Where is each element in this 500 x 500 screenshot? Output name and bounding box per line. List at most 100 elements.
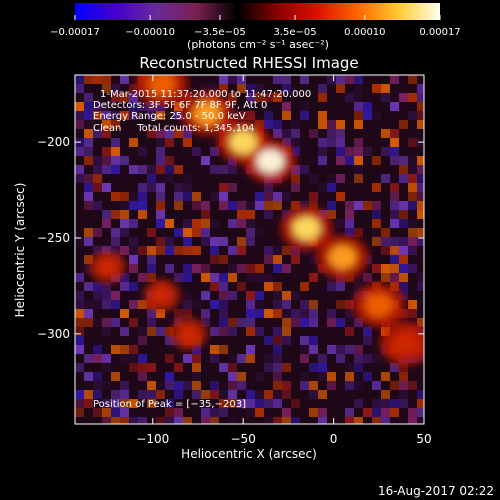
heatmap-pixel xyxy=(129,255,138,264)
heatmap-pixel xyxy=(408,75,417,84)
heatmap-pixel xyxy=(111,156,120,165)
heatmap-pixel xyxy=(318,372,327,381)
heatmap-pixel xyxy=(327,273,336,282)
heatmap-pixel xyxy=(309,336,318,345)
heatmap-pixel xyxy=(345,408,354,417)
heatmap-pixel xyxy=(156,417,165,424)
heatmap-pixel xyxy=(372,111,381,120)
heatmap-pixel xyxy=(354,345,363,354)
heatmap-pixel xyxy=(102,183,111,192)
x-tick-label: 50 xyxy=(416,432,431,446)
heatmap-pixel xyxy=(345,345,354,354)
heatmap-pixel xyxy=(354,84,363,93)
heatmap-pixel xyxy=(165,336,174,345)
heatmap-pixel xyxy=(237,246,246,255)
heatmap-pixel xyxy=(237,111,246,120)
heatmap-pixel xyxy=(120,156,129,165)
heatmap-pixel xyxy=(156,129,165,138)
heatmap-pixel xyxy=(120,345,129,354)
heatmap-pixel xyxy=(345,75,354,84)
heatmap-pixel xyxy=(282,327,291,336)
heatmap-pixel xyxy=(93,174,102,183)
heatmap-pixel xyxy=(84,372,93,381)
heatmap-pixel xyxy=(246,390,255,399)
heatmap-pixel xyxy=(228,93,237,102)
heatmap-pixel xyxy=(174,390,183,399)
heatmap-pixel xyxy=(102,219,111,228)
heatmap-pixel xyxy=(390,282,399,291)
heatmap-pixel xyxy=(174,246,183,255)
heatmap-pixel xyxy=(408,138,417,147)
heatmap-pixel xyxy=(93,354,102,363)
heatmap-pixel xyxy=(363,327,372,336)
heatmap-pixel xyxy=(372,381,381,390)
heatmap-pixel xyxy=(327,318,336,327)
heatmap-pixel xyxy=(309,129,318,138)
heatmap-pixel xyxy=(408,309,417,318)
heatmap-pixel xyxy=(327,210,336,219)
heatmap-pixel xyxy=(165,372,174,381)
heatmap-pixel xyxy=(345,318,354,327)
heatmap-pixel xyxy=(336,147,345,156)
heatmap-pixel xyxy=(282,138,291,147)
heatmap-pixel xyxy=(129,237,138,246)
heatmap-pixel xyxy=(336,354,345,363)
heatmap-pixel xyxy=(246,201,255,210)
heatmap-pixel xyxy=(192,390,201,399)
heatmap-pixel xyxy=(75,390,84,399)
heatmap-pixel xyxy=(255,408,264,417)
heatmap-pixel xyxy=(201,264,210,273)
heatmap-pixel xyxy=(273,201,282,210)
heatmap-pixel xyxy=(390,102,399,111)
heatmap-pixel xyxy=(129,300,138,309)
heatmap-pixel xyxy=(84,201,93,210)
heatmap-pixel xyxy=(120,228,129,237)
heatmap-pixel xyxy=(327,120,336,129)
heatmap-pixel xyxy=(237,237,246,246)
heatmap-pixel xyxy=(129,318,138,327)
annotation-total-counts: Clean Total counts: 1,345,104 xyxy=(93,123,255,134)
heatmap-pixel xyxy=(264,336,273,345)
heatmap-pixel xyxy=(408,417,417,424)
heatmap-pixel xyxy=(318,120,327,129)
heatmap-pixel xyxy=(102,417,111,424)
heatmap-pixel xyxy=(210,165,219,174)
heatmap-pixel xyxy=(282,246,291,255)
heatmap-pixel xyxy=(372,156,381,165)
heatmap-pixel xyxy=(237,381,246,390)
heatmap-pixel xyxy=(399,390,408,399)
heatmap-pixel xyxy=(291,129,300,138)
heatmap-pixel xyxy=(417,120,424,129)
heatmap-pixel xyxy=(102,210,111,219)
heatmap-pixel xyxy=(390,237,399,246)
heatmap-pixel xyxy=(354,228,363,237)
heatmap-pixel xyxy=(165,246,174,255)
heatmap-pixel xyxy=(138,354,147,363)
heatmap-pixel xyxy=(399,372,408,381)
heatmap-pixel xyxy=(129,363,138,372)
heatmap-pixel xyxy=(309,300,318,309)
heatmap-pixel xyxy=(309,309,318,318)
heatmap-pixel xyxy=(156,183,165,192)
heatmap-pixel xyxy=(399,201,408,210)
heatmap-pixel xyxy=(399,120,408,129)
heatmap-pixel xyxy=(390,381,399,390)
heatmap-pixel xyxy=(363,201,372,210)
heatmap-pixel xyxy=(183,291,192,300)
heatmap-pixel xyxy=(291,417,300,424)
heatmap-pixel xyxy=(309,390,318,399)
heatmap-pixel xyxy=(345,93,354,102)
heatmap-pixel xyxy=(291,120,300,129)
heatmap-pixel xyxy=(417,318,424,327)
heatmap-pixel xyxy=(273,282,282,291)
heatmap-pixel xyxy=(246,345,255,354)
heatmap-pixel xyxy=(75,345,84,354)
x-tick-label: −100 xyxy=(136,432,169,446)
heatmap-pixel xyxy=(246,84,255,93)
heatmap-pixel xyxy=(84,102,93,111)
heatmap-pixel xyxy=(111,192,120,201)
heatmap-pixel xyxy=(408,219,417,228)
heatmap-pixel xyxy=(102,111,111,120)
heatmap-pixel xyxy=(336,345,345,354)
heatmap-pixel xyxy=(93,372,102,381)
